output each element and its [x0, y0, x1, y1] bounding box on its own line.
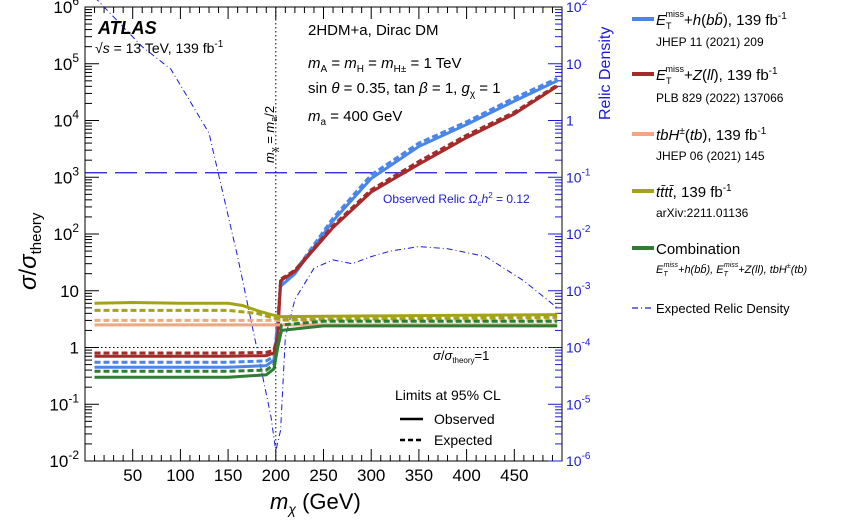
x-tick-label: 150 — [214, 466, 242, 485]
series-observed-1 — [94, 85, 559, 358]
legend-label-comb: Combination — [656, 241, 740, 258]
unity-label: σ/σtheory=1 — [433, 348, 489, 365]
y2-tick-label: 10-6 — [566, 451, 591, 469]
y-tick-label: 105 — [53, 51, 79, 74]
legend-label-tttt: tt̄tt̄, 139 fb-1 — [656, 183, 732, 201]
x-tick-label: 200 — [262, 466, 290, 485]
y2-axis-title: Relic Density — [597, 27, 614, 120]
guide-lines — [85, 7, 562, 461]
ma-label: ma = 400 GeV — [308, 108, 402, 128]
x-tick-label: 350 — [405, 466, 433, 485]
atlas-label: ATLAS — [97, 18, 157, 38]
y2-tick-label: 1 — [566, 113, 574, 129]
energy-label: √s = 13 TeV, 139 fb-1 — [95, 39, 224, 56]
cl-title: Limits at 95% CL — [395, 387, 501, 403]
legend-ref-zll: PLB 829 (2022) 137066 — [656, 91, 784, 105]
x-axis-ticks: 50 100 150 200 250 300 350 400 450 — [94, 7, 563, 485]
y2-axis-ticks: 10-6 10-5 10-4 10-3 10-2 10-1 1 10 102 — [548, 0, 591, 469]
y2-tick-label: 102 — [566, 0, 588, 15]
y-tick-label: 10-1 — [49, 391, 79, 414]
legend-ref-tttt: arXiv:2211.01136 — [656, 206, 749, 220]
y-tick-label: 1 — [70, 339, 79, 358]
series-observed-3 — [94, 300, 558, 319]
legend: ETmiss+h(bb̄), 139 fb-1 JHEP 11 (2021) 2… — [632, 9, 808, 316]
y-tick-label: 10-2 — [49, 448, 79, 471]
masses-label: mA = mH = mH± = 1 TeV — [308, 55, 462, 75]
y-tick-label: 103 — [53, 164, 79, 187]
model-label: 2HDM+a, Dirac DM — [308, 22, 438, 39]
params-label: sin θ = 0.35, tan β = 1, gχ = 1 — [308, 80, 501, 100]
vline-label: mχ = ma/2 — [262, 106, 279, 163]
legend-ref-tbh: JHEP 06 (2021) 145 — [656, 149, 765, 163]
legend-label-tbh: tbH±(tb), 139 fb-1 — [656, 126, 767, 144]
y2-tick-label: 10-4 — [566, 338, 591, 356]
expected-key-label: Expected — [434, 432, 492, 448]
legend-label-zll: ETmiss+Z(ll), 139 fb-1 — [656, 64, 778, 86]
legend-label-hbb: ETmiss+h(bb̄), 139 fb-1 — [656, 9, 787, 31]
observed-key-label: Observed — [434, 411, 495, 427]
x-tick-label: 250 — [309, 466, 337, 485]
y-tick-label: 106 — [53, 0, 79, 17]
x-axis-title: mχ (GeV) — [270, 489, 361, 517]
x-tick-label: 50 — [123, 466, 142, 485]
legend-label-relic: Expected Relic Density — [656, 301, 790, 316]
series-observed-4 — [94, 324, 558, 379]
legend-ref-comb: ETmiss+h(bb̄), ETmiss+Z(ll), tbH±(tb) — [656, 262, 808, 278]
x-tick-label: 450 — [500, 466, 528, 485]
series-expected-3 — [94, 308, 558, 322]
x-tick-label: 100 — [166, 466, 194, 485]
y-tick-label: 102 — [53, 221, 79, 244]
y2-tick-label: 10-2 — [566, 224, 591, 242]
x-tick-label: 400 — [452, 466, 480, 485]
relic-label: Observed Relic Ωch2 = 0.12 — [383, 191, 530, 208]
series-expected-1 — [94, 83, 559, 355]
y2-tick-label: 10-1 — [566, 167, 591, 185]
y-tick-label: 104 — [53, 108, 79, 131]
y-axis-ticks: 10-2 10-1 1 10 102 103 104 105 106 — [49, 0, 99, 471]
y-axis-title: σ/σtheory — [15, 212, 45, 290]
series-expected-4 — [94, 319, 558, 373]
series-curves — [94, 0, 559, 452]
y2-tick-label: 10-5 — [566, 394, 591, 412]
y2-tick-label: 10-3 — [566, 281, 591, 299]
x-tick-label: 300 — [357, 466, 385, 485]
legend-ref-hbb: JHEP 11 (2021) 209 — [656, 35, 764, 49]
y2-tick-label: 10 — [566, 56, 582, 72]
relic-density-curve — [96, 0, 558, 452]
y-tick-label: 10 — [60, 282, 79, 301]
